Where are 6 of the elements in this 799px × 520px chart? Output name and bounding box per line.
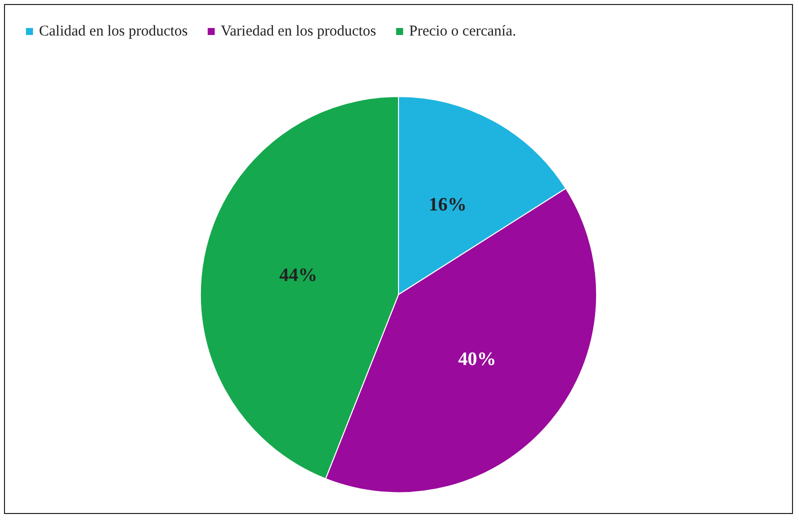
legend-label: Calidad en los productos — [39, 24, 188, 40]
legend-label: Precio o cercanía. — [409, 24, 516, 40]
data-label: 40% — [458, 349, 496, 370]
legend-label: Variedad en los productos — [220, 24, 376, 40]
data-label: 44% — [279, 264, 318, 286]
data-label: 16% — [428, 194, 467, 216]
